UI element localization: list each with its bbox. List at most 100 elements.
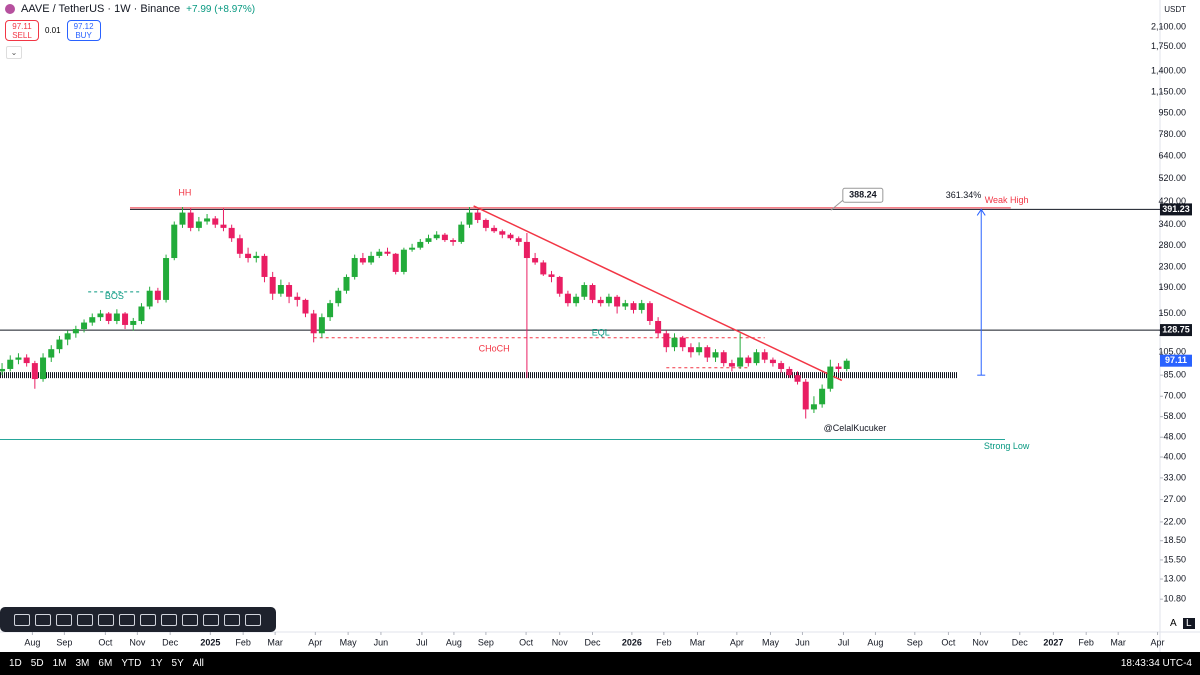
candle-body xyxy=(228,227,235,239)
arrow-label: 361.34% xyxy=(946,190,982,200)
candle-body xyxy=(277,285,284,294)
y-tick-label: 520.00 xyxy=(1158,173,1186,183)
y-tick-label: 1,150.00 xyxy=(1151,87,1186,97)
tool[interactable] xyxy=(203,613,219,626)
arrow-head xyxy=(976,208,986,216)
tool[interactable] xyxy=(224,613,240,626)
symbol[interactable]: AAVE / TetherUS · 1W · Binance xyxy=(21,3,181,15)
candle-body xyxy=(655,320,662,334)
x-tick-label: 2025 xyxy=(200,637,220,647)
candle-body xyxy=(564,293,571,304)
callout-box xyxy=(842,187,884,203)
tool[interactable] xyxy=(14,613,30,626)
range-button[interactable]: All xyxy=(192,658,204,669)
x-tick-label: Mar xyxy=(267,637,283,647)
tool[interactable] xyxy=(245,613,261,626)
y-tick-label: 18.50 xyxy=(1163,535,1186,545)
x-tick-label: Feb xyxy=(1078,637,1094,647)
drawing-toolbar xyxy=(0,607,276,632)
log-scale[interactable]: L xyxy=(1183,618,1195,629)
candle-body xyxy=(351,258,358,277)
collapse-button[interactable]: ⌄ xyxy=(6,46,22,59)
tool[interactable] xyxy=(182,613,198,626)
candle-body xyxy=(638,303,645,310)
candle-body xyxy=(622,303,629,307)
y-tick-label: 640.00 xyxy=(1158,150,1186,160)
price-badge xyxy=(1160,324,1192,337)
auto-scale[interactable]: A xyxy=(1170,618,1177,629)
candle-body xyxy=(122,313,129,325)
annotation: HH xyxy=(178,187,191,197)
candle-body xyxy=(359,258,366,263)
candle-body xyxy=(138,306,145,321)
x-tick-label: Feb xyxy=(656,637,672,647)
candle-body xyxy=(154,290,161,300)
x-tick-label: Aug xyxy=(24,637,40,647)
candle-body xyxy=(261,255,268,277)
tool[interactable] xyxy=(77,613,93,626)
candle-body xyxy=(40,357,47,380)
candle-body xyxy=(343,276,350,291)
x-tick-label: Apr xyxy=(308,637,322,647)
candle-body xyxy=(171,224,178,259)
y-tick-label: 70.00 xyxy=(1163,391,1186,401)
sell-label: SELL xyxy=(12,30,32,40)
range-button[interactable]: 3M xyxy=(75,658,90,669)
range-button[interactable]: 5Y xyxy=(171,658,184,669)
range-button[interactable]: 5D xyxy=(30,658,44,669)
tool[interactable] xyxy=(98,613,114,626)
range-button[interactable]: 6M xyxy=(98,658,113,669)
tool[interactable] xyxy=(119,613,135,626)
tool[interactable] xyxy=(56,613,72,626)
x-tick-label: 2026 xyxy=(622,637,642,647)
range-button[interactable]: YTD xyxy=(121,658,142,669)
callout-label: 388.24 xyxy=(849,190,877,200)
y-tick-label: 85.00 xyxy=(1163,370,1186,380)
candle-body xyxy=(417,241,424,248)
candle-body xyxy=(605,296,612,304)
range-button[interactable]: 1Y xyxy=(150,658,163,669)
candle-body xyxy=(31,363,38,380)
candle-body xyxy=(786,368,793,376)
y-tick-label: 13.00 xyxy=(1163,573,1186,583)
candle-body xyxy=(671,337,678,348)
tool[interactable] xyxy=(161,613,177,626)
y-tick-label: 48.00 xyxy=(1163,432,1186,442)
currency[interactable]: USDT xyxy=(1164,5,1186,14)
x-tick-label: Dec xyxy=(162,637,179,647)
candle-body xyxy=(614,296,621,307)
candle-body xyxy=(376,251,383,256)
range-button[interactable]: 1M xyxy=(52,658,67,669)
candle-body xyxy=(269,276,276,294)
y-tick-label: 33.00 xyxy=(1163,472,1186,482)
price-badge xyxy=(1160,203,1192,216)
sell-price: 97.11 xyxy=(12,21,32,31)
buy-button[interactable]: 97.12 BUY xyxy=(66,20,101,41)
y-tick-label: 230.00 xyxy=(1158,261,1186,271)
x-tick-label: Apr xyxy=(1151,637,1165,647)
y-tick-label: 1,400.00 xyxy=(1151,65,1186,75)
candle-body xyxy=(187,212,194,228)
trade-panel: 97.11 SELL 0.01 97.12 BUY xyxy=(5,20,101,41)
y-tick-label: 340.00 xyxy=(1158,219,1186,229)
tool[interactable] xyxy=(35,613,51,626)
y-tick-label: 27.00 xyxy=(1163,494,1186,504)
candle-body xyxy=(761,352,768,360)
y-tick-label: 1,750.00 xyxy=(1151,41,1186,51)
x-tick-label: Oct xyxy=(519,637,534,647)
candle-body xyxy=(769,359,776,364)
candle-body xyxy=(474,212,481,220)
y-tick-label: 2,100.00 xyxy=(1151,21,1186,31)
tool[interactable] xyxy=(140,613,156,626)
x-tick-label: Aug xyxy=(446,637,462,647)
candle-body xyxy=(507,234,514,239)
candle-body xyxy=(745,357,752,364)
candle-body xyxy=(835,366,842,369)
range-button[interactable]: 1D xyxy=(9,658,22,669)
sell-button[interactable]: 97.11 SELL xyxy=(5,20,39,41)
buy-label: BUY xyxy=(75,30,92,40)
x-tick-label: Jul xyxy=(416,637,428,647)
candle-body xyxy=(687,347,694,353)
candle-body xyxy=(712,352,719,358)
